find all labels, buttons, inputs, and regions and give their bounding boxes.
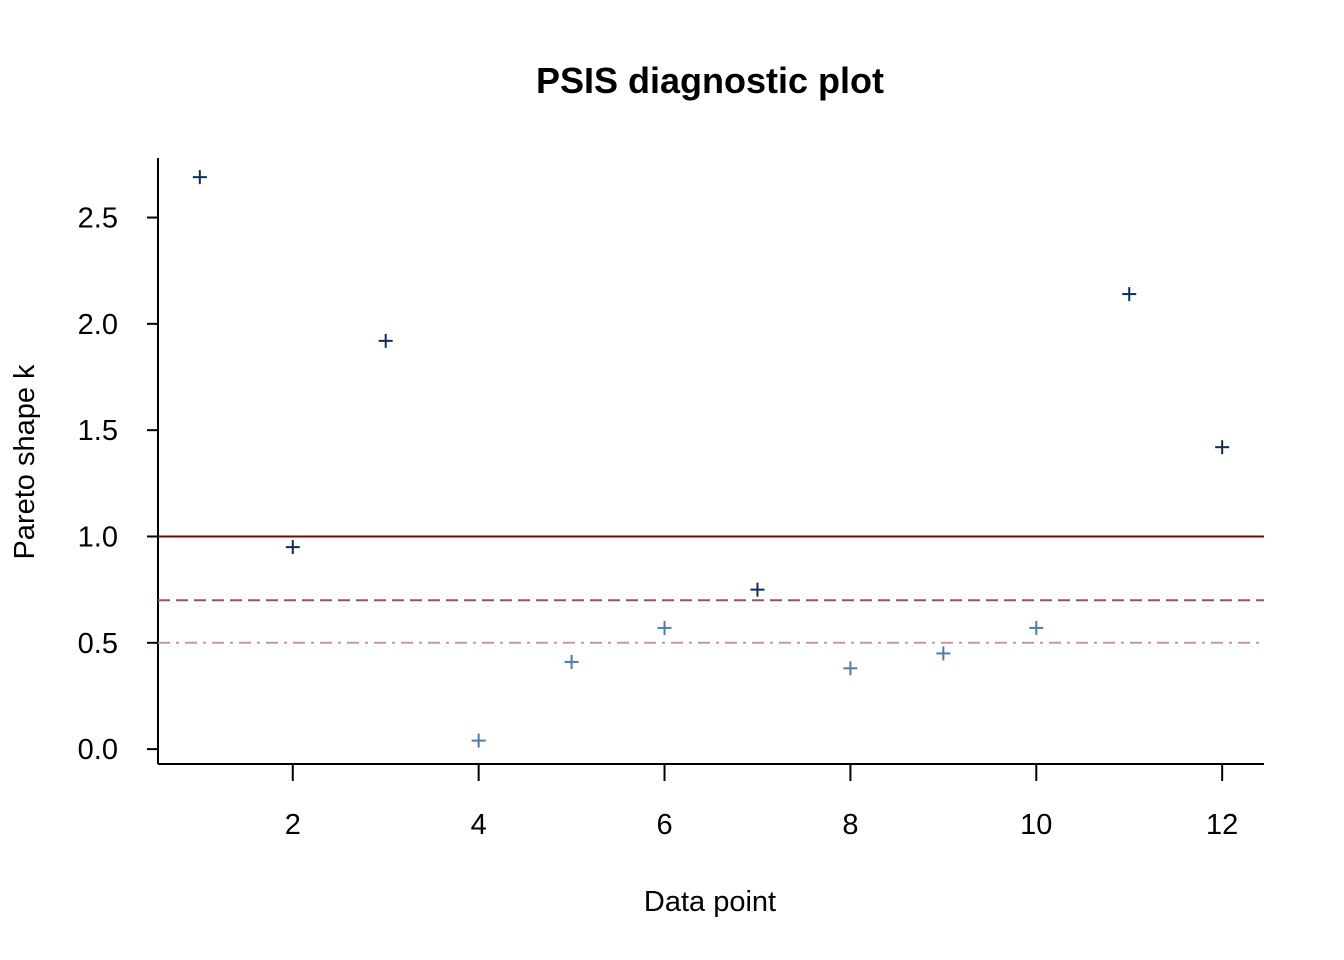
- plot-area: 0.0 0.5 1.0 1.5 2.0 2.5 2 4 6 8 10 12: [78, 158, 1264, 841]
- y-tick-label: 2.5: [78, 203, 118, 235]
- data-point: [564, 654, 579, 669]
- data-point: [192, 170, 207, 185]
- data-point: [750, 582, 765, 597]
- x-tick-label: 8: [842, 809, 858, 841]
- x-tick-label: 6: [656, 809, 672, 841]
- data-point: [1122, 287, 1137, 302]
- data-point: [285, 540, 300, 555]
- y-tick-label: 0.5: [78, 628, 118, 660]
- data-point: [1215, 440, 1230, 455]
- data-point: [936, 646, 951, 661]
- x-tick-label: 10: [1020, 809, 1052, 841]
- data-point: [378, 333, 393, 348]
- y-axis-label: Pareto shape k: [9, 364, 41, 560]
- x-axis-label: Data point: [644, 886, 776, 918]
- x-tick-label: 4: [471, 809, 487, 841]
- data-point: [843, 661, 858, 676]
- data-point: [471, 733, 486, 748]
- data-point: [1029, 620, 1044, 635]
- y-tick-label: 0.0: [78, 734, 118, 766]
- x-tick-label: 2: [285, 809, 301, 841]
- chart-title: PSIS diagnostic plot: [536, 60, 884, 101]
- y-tick-label: 1.0: [78, 521, 118, 553]
- x-tick-label: 12: [1206, 809, 1238, 841]
- y-tick-label: 2.0: [78, 309, 118, 341]
- data-point: [657, 620, 672, 635]
- y-tick-label: 1.5: [78, 415, 118, 447]
